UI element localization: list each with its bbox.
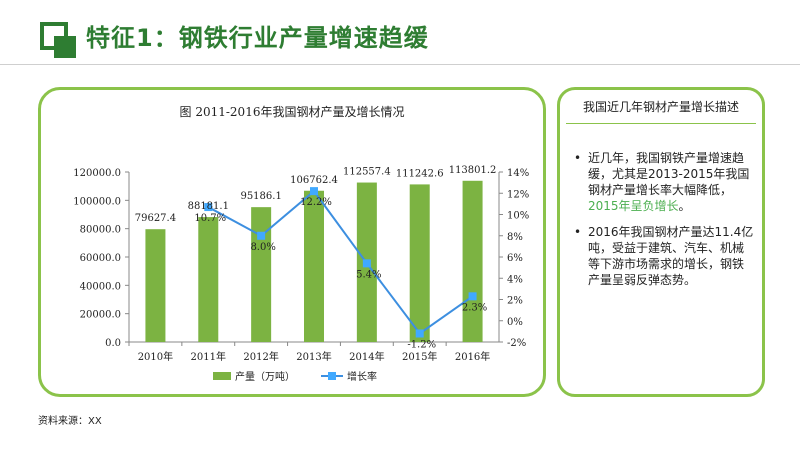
y-tick-label: 0.0	[105, 338, 121, 349]
description-divider	[566, 123, 756, 124]
bar-value-label: 111242.6	[396, 168, 444, 179]
bar	[409, 184, 430, 342]
y-tick-label: 100000.0	[73, 196, 121, 207]
header-divider	[0, 64, 800, 65]
x-tick-label: 2010年	[138, 350, 173, 363]
line-marker	[257, 231, 266, 240]
line-series	[204, 187, 477, 338]
bullet-text: 2016年我国钢材产量达11.4亿吨，受益于建筑、汽车、机械等下游市场需求的增长…	[588, 225, 754, 287]
legend-line-label: 增长率	[347, 370, 377, 383]
y2-tick-label: 12%	[507, 189, 529, 200]
description-title: 我国近几年钢材产量增长描述	[582, 100, 739, 114]
chart-legend: 产量（万吨） 增长率	[213, 370, 377, 383]
y2-tick-label: -2%	[507, 338, 526, 349]
growth-rate-line	[207, 189, 474, 335]
y2-tick-label: 0%	[507, 317, 523, 328]
description-list: 近几年，我国钢铁产量增速趋缓，尤其是2013-2015年我国钢材产量增长率大幅降…	[574, 150, 754, 298]
bar-value-label: 106762.4	[290, 175, 338, 186]
description-item: 2016年我国钢材产量达11.4亿吨，受益于建筑、汽车、机械等下游市场需求的增长…	[574, 224, 754, 288]
bar-value-label: 95186.1	[240, 191, 281, 202]
line-value-label: -1.2%	[407, 340, 436, 351]
line-marker	[204, 203, 213, 212]
data-labels: 79627.4 88181.1 95186.1 106762.4 112557.4 111…	[135, 165, 497, 351]
line-value-label: 12.2%	[300, 197, 332, 208]
description-item: 近几年，我国钢铁产量增速趋缓，尤其是2013-2015年我国钢材产量增长率大幅降…	[574, 150, 754, 214]
line-value-label: 10.7%	[194, 213, 226, 224]
bar-value-label: 88181.1	[188, 201, 229, 212]
bullet-tail: 。	[678, 199, 691, 213]
y2-tick-label: 2%	[507, 296, 523, 307]
logo-mark	[40, 22, 76, 58]
y-tick-label: 60000.0	[80, 253, 121, 264]
y-tick-label: 80000.0	[80, 225, 121, 236]
bar	[145, 229, 166, 342]
x-tick-label: 2012年	[243, 350, 278, 363]
x-tick-label: 2011年	[191, 350, 226, 363]
x-tick-label: 2015年	[402, 350, 437, 363]
y2-tick-label: 4%	[507, 274, 523, 285]
bar	[462, 180, 483, 342]
y2-tick-label: 8%	[507, 232, 523, 243]
line-marker	[310, 187, 318, 196]
legend-bar-label: 产量（万吨）	[235, 370, 295, 383]
bar-value-label: 113801.2	[449, 165, 497, 176]
x-tick-label: 2014年	[349, 350, 384, 363]
bar-line-chart: 图 2011-2016年我国钢材产量及增长情况 0.0 20000.0 40000.…	[73, 105, 529, 383]
bar-value-label: 112557.4	[343, 167, 391, 178]
y2-tick-label: 10%	[507, 211, 529, 222]
bullet-text: 近几年，我国钢铁产量增速趋缓，尤其是2013-2015年我国钢材产量增长率大幅降…	[588, 151, 750, 197]
x-tick-label: 2016年	[455, 350, 490, 363]
legend-line-marker	[328, 372, 336, 380]
line-value-label: 8.0%	[250, 242, 275, 253]
legend-bar-swatch	[213, 372, 231, 380]
chart-panel: 图 2011-2016年我国钢材产量及增长情况 0.0 20000.0 40000.…	[38, 87, 546, 397]
y-tick-label: 120000.0	[73, 168, 121, 179]
logo-square	[54, 36, 76, 58]
line-value-label: 5.4%	[356, 269, 381, 280]
line-marker	[415, 329, 424, 338]
line-marker	[468, 292, 477, 301]
x-tick-label: 2013年	[296, 350, 331, 363]
line-marker	[362, 259, 371, 268]
bar	[304, 190, 324, 342]
chart-axes: 0.0 20000.0 40000.0 60000.0 80000.0 100000.0 1…	[73, 168, 529, 363]
bar-series	[145, 180, 483, 342]
y-tick-label: 40000.0	[80, 281, 121, 292]
chart-title: 图 2011-2016年我国钢材产量及增长情况	[180, 105, 405, 119]
bar	[198, 217, 219, 342]
bar	[251, 207, 272, 342]
y-tick-label: 20000.0	[80, 310, 121, 321]
description-panel: 我国近几年钢材产量增长描述 近几年，我国钢铁产量增速趋缓，尤其是2013-201…	[557, 87, 765, 397]
line-value-label: 2.3%	[462, 302, 487, 313]
y2-tick-label: 14%	[507, 168, 529, 179]
bar-value-label: 79627.4	[135, 213, 176, 224]
source-note: 资料来源：XX	[38, 416, 102, 427]
y2-tick-label: 6%	[507, 253, 523, 264]
page-title: 特征1：钢铁行业产量增速趋缓	[86, 24, 429, 52]
bullet-highlight: 2015年呈负增长	[588, 199, 679, 213]
